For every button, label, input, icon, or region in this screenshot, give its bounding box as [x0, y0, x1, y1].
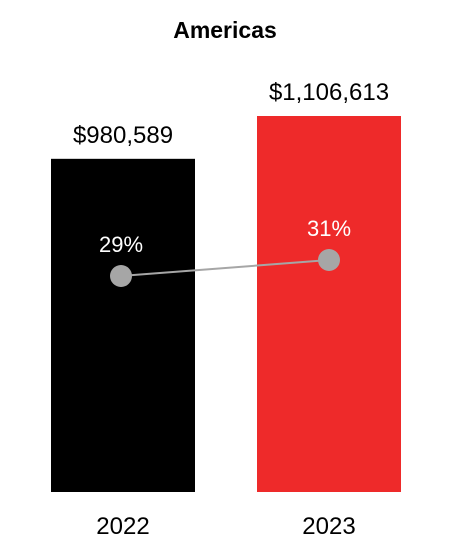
percentage-line — [120, 259, 330, 277]
labels-group: $980,589 2022 $1,106,613 2023 — [73, 79, 389, 540]
value-label-2023: $1,106,613 — [269, 79, 389, 106]
percentage-line-group: 29% 31% — [99, 216, 351, 287]
category-label-2023: 2023 — [302, 513, 355, 540]
chart-title: Americas — [173, 17, 277, 43]
bar-2022 — [51, 158, 195, 492]
percentage-label-2023: 31% — [307, 216, 351, 241]
percentage-marker-2022 — [110, 265, 132, 287]
bar-2023 — [257, 116, 401, 492]
percentage-label-2022: 29% — [99, 232, 143, 257]
category-label-2022: 2022 — [96, 513, 149, 540]
value-label-2022: $980,589 — [73, 122, 173, 149]
percentage-marker-2023 — [318, 249, 340, 271]
bars-group — [51, 116, 401, 492]
